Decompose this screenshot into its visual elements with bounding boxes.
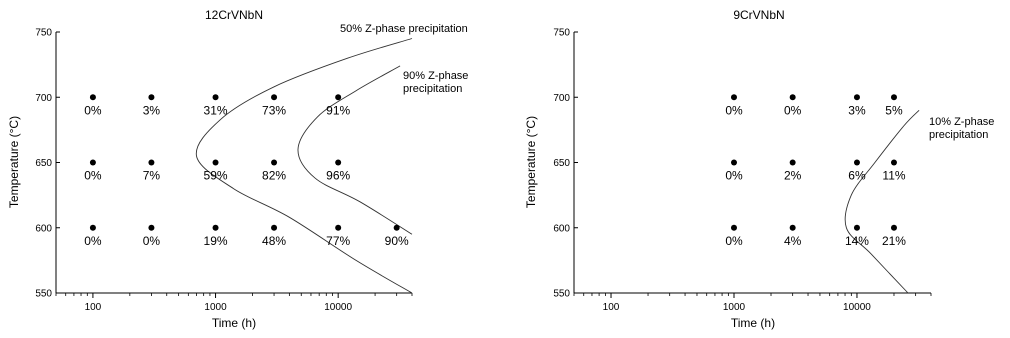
- data-label: 0%: [143, 234, 161, 248]
- y-ticks: 550 600 650 700 750: [553, 28, 578, 300]
- data-label: 14%: [845, 234, 869, 248]
- data-point: [89, 159, 96, 166]
- data-point: [853, 94, 860, 101]
- x-tick-label: 100: [85, 302, 102, 313]
- data-label: 96%: [326, 169, 350, 183]
- y-tick-label: 550: [553, 289, 570, 300]
- data-label: 0%: [725, 103, 743, 117]
- data-label: 82%: [262, 169, 286, 183]
- data-point: [890, 159, 897, 166]
- data-point: [148, 94, 155, 101]
- data-points: 0% 0% 3% 5% 0% 2% 6% 11% 0% 4% 14% 21%: [725, 94, 906, 248]
- data-label: 6%: [848, 169, 866, 183]
- annotation-10-percent-line1: 10% Z-phase: [929, 116, 994, 128]
- data-label: 0%: [84, 103, 102, 117]
- data-label: 31%: [204, 103, 228, 117]
- y-tick-label: 650: [35, 158, 52, 169]
- data-label: 48%: [262, 234, 286, 248]
- annotation-50-percent: 50% Z-phase precipitation: [340, 23, 468, 35]
- data-point: [148, 224, 155, 231]
- y-axis-label: Temperature (°C): [524, 116, 538, 208]
- data-label: 7%: [143, 169, 161, 183]
- y-tick-label: 600: [553, 223, 570, 234]
- data-point: [335, 94, 342, 101]
- x-axis-label: Time (h): [212, 316, 256, 330]
- y-tick-label: 750: [553, 28, 570, 39]
- x-tick-label: 1000: [723, 302, 746, 313]
- data-point: [335, 224, 342, 231]
- data-point: [730, 94, 737, 101]
- data-point: [730, 159, 737, 166]
- data-point: [853, 224, 860, 231]
- x-tick-label: 10000: [324, 302, 352, 313]
- data-label: 5%: [885, 103, 903, 117]
- x-ticks: 100 1000 10000: [85, 293, 353, 313]
- data-point: [393, 224, 400, 231]
- data-point: [271, 94, 278, 101]
- data-point: [212, 224, 219, 231]
- data-label: 21%: [882, 234, 906, 248]
- x-tick-label: 10000: [843, 302, 871, 313]
- precipitation-curve: [297, 65, 413, 235]
- data-point: [271, 159, 278, 166]
- y-tick-label: 750: [35, 28, 52, 39]
- x-axis-label: Time (h): [731, 316, 775, 330]
- annotation-90-percent-line1: 90% Z-phase: [403, 70, 468, 82]
- data-point: [271, 224, 278, 231]
- data-label: 73%: [262, 103, 286, 117]
- data-point: [853, 159, 860, 166]
- data-label: 3%: [848, 103, 866, 117]
- y-tick-label: 600: [35, 223, 52, 234]
- x-minor-ticks: [55, 293, 413, 296]
- data-label: 77%: [326, 234, 350, 248]
- y-tick-label: 550: [35, 289, 52, 300]
- data-label: 0%: [84, 169, 102, 183]
- data-label: 11%: [882, 169, 905, 183]
- x-tick-label: 100: [603, 302, 620, 313]
- data-point: [890, 224, 897, 231]
- y-tick-label: 700: [35, 93, 52, 104]
- annotation-90-percent-line2: precipitation: [403, 83, 462, 95]
- y-tick-label: 650: [553, 158, 570, 169]
- data-points: 0% 3% 31% 73% 91% 0% 7% 59% 82% 96% 0% 0% 19% 48% 77% 9…: [84, 94, 409, 248]
- annotation-10-percent-line2: precipitation: [929, 129, 988, 141]
- data-point: [212, 94, 219, 101]
- data-label: 91%: [326, 103, 350, 117]
- data-point: [89, 94, 96, 101]
- data-label: 0%: [784, 103, 802, 117]
- chart-9crvnbn: 9CrVNbN 550 600 650 700 750 100 1000 10000 Tim…: [524, 8, 994, 330]
- data-label: 90%: [385, 234, 409, 248]
- precipitation-curve: [195, 38, 413, 294]
- chart-title: 9CrVNbN: [733, 8, 784, 22]
- data-point: [148, 159, 155, 166]
- x-ticks: 100 1000 10000: [603, 293, 871, 313]
- chart-title: 12CrVNbN: [205, 8, 263, 22]
- data-point: [789, 94, 796, 101]
- x-minor-ticks: [573, 293, 932, 296]
- data-label: 0%: [84, 234, 102, 248]
- data-label: 59%: [204, 169, 228, 183]
- data-point: [335, 159, 342, 166]
- data-point: [789, 224, 796, 231]
- y-tick-label: 700: [553, 93, 570, 104]
- y-ticks: 550 600 650 700 750: [35, 28, 60, 300]
- precipitation-curve: [844, 109, 920, 294]
- curves: [844, 109, 920, 294]
- data-label: 19%: [204, 234, 228, 248]
- data-label: 2%: [784, 169, 802, 183]
- data-point: [730, 224, 737, 231]
- data-label: 4%: [784, 234, 802, 248]
- data-label: 3%: [143, 103, 161, 117]
- data-point: [789, 159, 796, 166]
- data-point: [890, 94, 897, 101]
- data-label: 0%: [725, 169, 743, 183]
- curves: [195, 38, 413, 294]
- x-tick-label: 1000: [204, 302, 227, 313]
- data-point: [89, 224, 96, 231]
- chart-12crvnbn: 12CrVNbN 550 600 650 700 750 100 1000 10000 Ti…: [7, 8, 468, 330]
- data-label: 0%: [725, 234, 743, 248]
- y-axis-label: Temperature (°C): [7, 116, 21, 208]
- data-point: [212, 159, 219, 166]
